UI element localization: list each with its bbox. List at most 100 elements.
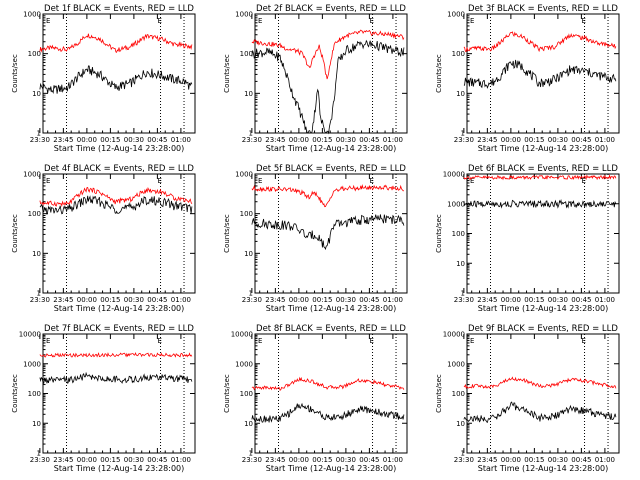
panel-6-xlabel: Start Time (12-Aug-14 23:28:00) [478,304,609,313]
panel-2-xtick-label-1: 23:45 [265,136,285,144]
panel-5-xtick-label-6: 01:00 [383,296,403,304]
panel-2-title: Det 2f BLACK = Events, RED = LLD [256,4,406,14]
panel-6-marker-label-1: E [582,177,586,185]
panel-7-ytick-label-2: 100 [28,390,41,398]
panel-5-ytick-label-2: 100 [240,210,253,218]
panel-5-ytick-label-1: 10 [244,250,253,258]
panel-2-xlabel: Start Time (12-Aug-14 23:28:00) [266,144,397,153]
panel-6-corner-label: E [470,177,474,185]
panel-3-xlabel: Start Time (12-Aug-14 23:28:00) [478,144,609,153]
panel-2-ytick-label-2: 100 [240,50,253,58]
panel-9-xtick-label-2: 00:00 [501,456,521,464]
panel-2-marker-label-1: E [370,17,374,25]
panel-9-xtick-label-1: 23:45 [477,456,497,464]
panel-3-xtick-label-3: 00:15 [524,136,544,144]
panel-4-ytick-label-2: 100 [28,210,41,218]
panel-4-xtick-label-4: 00:30 [124,296,144,304]
panel-5-ytick-label-3: 1000 [235,171,253,179]
panel-4-ytick-label-3: 1000 [23,171,41,179]
panel-3-ytick-label-2: 100 [452,50,465,58]
panel-2-xtick-label-0: 23:30 [242,136,262,144]
panel-8-series-events-black [251,402,405,423]
panel-1-marker-label-1: E [158,17,162,25]
panel-4-xlabel: Start Time (12-Aug-14 23:28:00) [54,304,185,313]
panel-5-xtick-label-0: 23:30 [242,296,262,304]
panel-9-marker-label-1: E [582,337,586,345]
panel-9-ytick-label-4: 10000 [443,331,465,339]
panel-5-xlabel: Start Time (12-Aug-14 23:28:00) [266,304,397,313]
panel-3-xtick-label-0: 23:30 [454,136,474,144]
panel-9-xlabel: Start Time (12-Aug-14 23:28:00) [478,464,609,473]
panel-7-marker-label-1: E [158,337,162,345]
panel-6-title: Det 6f BLACK = Events, RED = LLD [468,164,618,174]
panel-8-xtick-label-6: 01:00 [383,456,403,464]
panel-3-marker-label-1: E [582,17,586,25]
panel-3-ytick-label-0: 1 [461,130,465,138]
panel-6-ytick-label-3: 1000 [447,200,465,208]
panel-8-ytick-label-3: 1000 [235,360,253,368]
panel-3-series-events-black [463,59,617,89]
panel-5-xtick-label-5: 00:45 [359,296,379,304]
panel-9-ytick-label-2: 100 [452,390,465,398]
panel-1-corner-label: E [46,17,50,25]
panel-5-xtick-label-1: 23:45 [265,296,285,304]
panel-7-xtick-label-0: 23:30 [30,456,50,464]
panel-6-xtick-label-6: 01:00 [595,296,615,304]
panel-5-xtick-label-2: 00:00 [289,296,309,304]
panel-2-ylabel: Counts/sec [223,54,231,93]
panel-8-xtick-label-0: 23:30 [242,456,262,464]
panel-9-series-events-black [463,401,617,424]
panel-2-frame [254,13,408,134]
panel-6-xtick-label-1: 23:45 [477,296,497,304]
panel-2-xtick-label-6: 01:00 [383,136,403,144]
panel-6-ytick-label-4: 10000 [443,171,465,179]
panel-3-xtick-label-1: 23:45 [477,136,497,144]
panel-1-xtick-label-4: 00:30 [124,136,144,144]
panel-9-ytick-label-0: 1 [461,450,465,458]
panel-3-xtick-label-2: 00:00 [501,136,521,144]
panel-8-xtick-label-1: 23:45 [265,456,285,464]
panel-1-xtick-label-6: 01:00 [171,136,191,144]
panel-6-xtick-label-2: 00:00 [501,296,521,304]
panel-4-marker-label-1: E [158,177,162,185]
panel-4-ytick-label-0: 1 [37,290,41,298]
panel-7-xtick-label-6: 01:00 [171,456,191,464]
panel-3-ylabel: Counts/sec [435,54,443,93]
panel-4-frame [42,173,196,294]
panel-1-ytick-label-3: 1000 [23,11,41,19]
panel-6-xtick-label-0: 23:30 [454,296,474,304]
panel-1-xtick-label-1: 23:45 [53,136,73,144]
panel-6-ytick-label-2: 100 [452,230,465,238]
panel-8-ylabel: Counts/sec [223,374,231,413]
panel-3-ytick-label-1: 10 [456,90,465,98]
panel-9-series-lld-red [463,376,617,390]
panel-5-ytick-label-0: 1 [249,290,253,298]
panel-3-corner-label: E [470,17,474,25]
panel-8-series-lld-red [251,376,405,392]
panel-2-ytick-label-3: 1000 [235,11,253,19]
panel-3-xtick-label-5: 00:45 [571,136,591,144]
panel-8-xtick-label-3: 00:15 [312,456,332,464]
panel-8-xtick-label-4: 00:30 [336,456,356,464]
panel-7-title: Det 7f BLACK = Events, RED = LLD [44,324,194,334]
panel-9-xtick-label-5: 00:45 [571,456,591,464]
panel-2-series-lld-red [251,29,405,80]
panel-7-ytick-label-3: 1000 [23,360,41,368]
panel-3-title: Det 3f BLACK = Events, RED = LLD [468,4,618,14]
panel-2-ytick-label-0: 1 [249,130,253,138]
panel-1-ylabel: Counts/sec [11,54,19,93]
panel-5-series-events-black [251,214,405,251]
panel-3-xtick-label-4: 00:30 [548,136,568,144]
panel-7-series-events-black [39,371,193,384]
panel-7-xtick-label-1: 23:45 [53,456,73,464]
panel-5-corner-label: E [258,177,262,185]
panel-5-ylabel: Counts/sec [223,214,231,253]
panel-8-corner-label: E [258,337,262,345]
panel-9-ytick-label-1: 10 [456,420,465,428]
panel-5-xtick-label-4: 00:30 [336,296,356,304]
panel-2-series-events-black [251,39,405,135]
panel-3-xtick-label-6: 01:00 [595,136,615,144]
panel-9-frame [466,333,620,454]
panel-6-xtick-label-5: 00:45 [571,296,591,304]
